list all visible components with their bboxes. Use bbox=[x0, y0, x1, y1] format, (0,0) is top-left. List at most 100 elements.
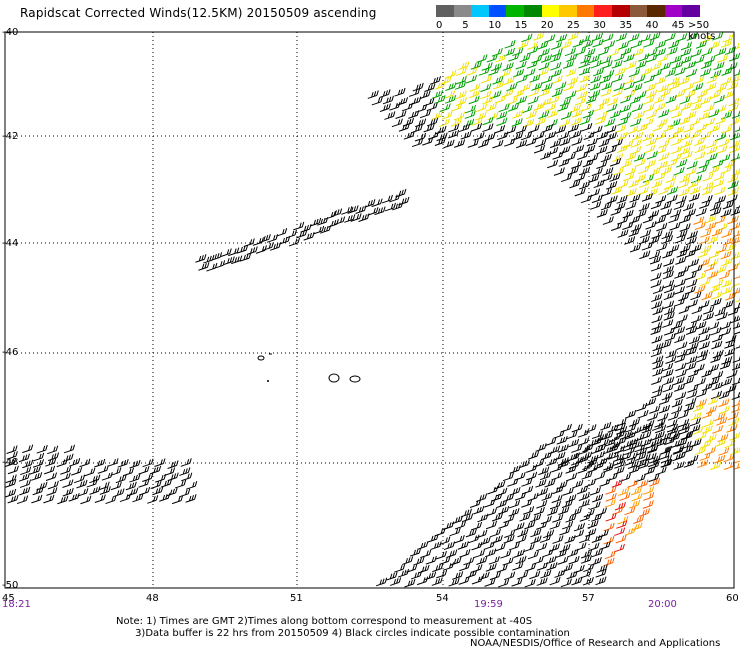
wind-barb bbox=[646, 89, 658, 99]
wind-barb bbox=[655, 466, 667, 476]
wind-barb bbox=[435, 550, 447, 560]
wind-barb bbox=[671, 398, 683, 408]
wind-barb bbox=[402, 556, 414, 565]
wind-barb bbox=[439, 556, 451, 565]
wind-barb bbox=[708, 250, 720, 259]
wind-barb bbox=[538, 61, 550, 71]
wind-barb bbox=[727, 180, 739, 190]
wind-barb bbox=[592, 38, 604, 48]
wind-barb bbox=[607, 451, 620, 460]
wind-barb bbox=[560, 423, 572, 433]
wind-barb bbox=[645, 397, 657, 407]
wind-barb bbox=[631, 522, 643, 531]
wind-barb bbox=[533, 32, 545, 41]
wind-barb bbox=[673, 286, 685, 295]
wind-barb bbox=[570, 457, 583, 466]
wind-barb bbox=[529, 570, 541, 580]
wind-barb bbox=[547, 159, 559, 169]
wind-barb bbox=[700, 34, 712, 44]
wind-barb bbox=[681, 55, 693, 64]
wind-barb bbox=[716, 145, 728, 155]
wind-barb bbox=[464, 110, 476, 119]
wind-barb bbox=[607, 443, 619, 453]
wind-barb bbox=[594, 471, 606, 481]
wind-barb bbox=[179, 488, 191, 498]
wind-barb bbox=[624, 527, 636, 536]
wind-barb bbox=[730, 132, 740, 141]
wind-barb bbox=[518, 459, 530, 469]
wind-barb bbox=[210, 252, 223, 261]
wind-barb bbox=[586, 137, 598, 147]
wind-barb bbox=[648, 235, 660, 245]
wind-barb bbox=[595, 576, 607, 586]
wind-barb bbox=[591, 445, 603, 455]
wind-barb bbox=[730, 315, 740, 324]
wind-barb bbox=[516, 74, 528, 84]
wind-barb bbox=[626, 452, 638, 461]
wind-barb bbox=[691, 102, 703, 111]
wind-barb bbox=[503, 514, 515, 524]
wind-barb bbox=[623, 53, 635, 63]
wind-barb bbox=[724, 439, 736, 449]
wind-barb bbox=[675, 369, 687, 378]
wind-barb bbox=[585, 424, 597, 433]
wind-barb bbox=[713, 172, 725, 181]
wind-barb bbox=[443, 90, 456, 99]
wind-barb bbox=[655, 145, 667, 155]
wind-barb bbox=[236, 244, 249, 254]
wind-barb bbox=[181, 472, 193, 482]
wind-barb bbox=[147, 495, 159, 504]
wind-barb bbox=[577, 429, 589, 438]
wind-barb bbox=[707, 396, 719, 405]
wind-barb bbox=[651, 334, 663, 344]
wind-barb bbox=[645, 110, 658, 119]
wind-barb bbox=[674, 270, 686, 279]
wind-barb bbox=[453, 534, 465, 544]
wind-barb bbox=[439, 103, 451, 112]
wind-barb bbox=[582, 39, 594, 49]
wind-barb bbox=[705, 405, 718, 415]
wind-barb bbox=[657, 53, 669, 63]
wind-barb bbox=[498, 103, 510, 113]
wind-barb bbox=[512, 47, 524, 57]
wind-barb bbox=[167, 472, 179, 482]
wind-barb bbox=[664, 68, 677, 78]
wind-barb bbox=[664, 436, 676, 446]
wind-barb bbox=[572, 39, 584, 48]
wind-barb bbox=[526, 471, 538, 481]
wind-barb bbox=[300, 223, 312, 233]
wind-barb bbox=[415, 104, 428, 113]
wind-barb bbox=[614, 201, 626, 211]
wind-barb bbox=[719, 153, 731, 163]
wind-barb bbox=[627, 125, 639, 135]
wind-barb bbox=[59, 472, 71, 482]
wind-barb bbox=[730, 153, 740, 162]
wind-barb bbox=[685, 321, 697, 330]
wind-barb bbox=[527, 41, 539, 50]
wind-barb bbox=[691, 95, 703, 105]
wind-barb bbox=[567, 32, 579, 41]
wind-barb bbox=[347, 205, 359, 214]
wind-barb bbox=[564, 47, 576, 57]
wind-barb bbox=[480, 74, 493, 84]
wind-barb bbox=[595, 568, 607, 578]
wind-barb bbox=[477, 513, 489, 523]
wind-barb bbox=[605, 125, 617, 134]
wind-barb bbox=[669, 118, 681, 128]
wind-barb bbox=[567, 548, 579, 558]
wind-barb bbox=[459, 123, 471, 133]
wind-barb bbox=[310, 217, 322, 227]
wind-barb bbox=[541, 492, 553, 501]
wind-barb bbox=[129, 473, 141, 483]
wind-barb bbox=[548, 95, 560, 105]
wind-barb bbox=[171, 495, 184, 505]
wind-barb bbox=[568, 555, 580, 565]
wind-barb bbox=[415, 118, 427, 128]
wind-barb bbox=[487, 111, 499, 121]
wind-barb bbox=[712, 425, 724, 434]
wind-barb bbox=[673, 376, 685, 386]
wind-barb bbox=[675, 195, 687, 205]
wind-barb bbox=[558, 459, 570, 469]
wind-barb bbox=[601, 173, 613, 183]
wind-barb bbox=[606, 97, 619, 106]
